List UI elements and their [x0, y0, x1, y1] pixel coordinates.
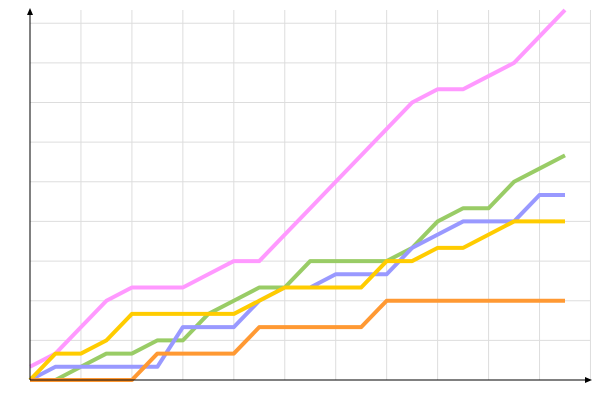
series-line-1 [29, 8, 567, 369]
y-axis-arrow [27, 8, 33, 15]
x-axis-arrow [585, 377, 592, 383]
axes [27, 8, 592, 383]
series-line-2 [30, 153, 566, 382]
series-line-4 [28, 219, 565, 382]
series-lines [28, 8, 567, 382]
